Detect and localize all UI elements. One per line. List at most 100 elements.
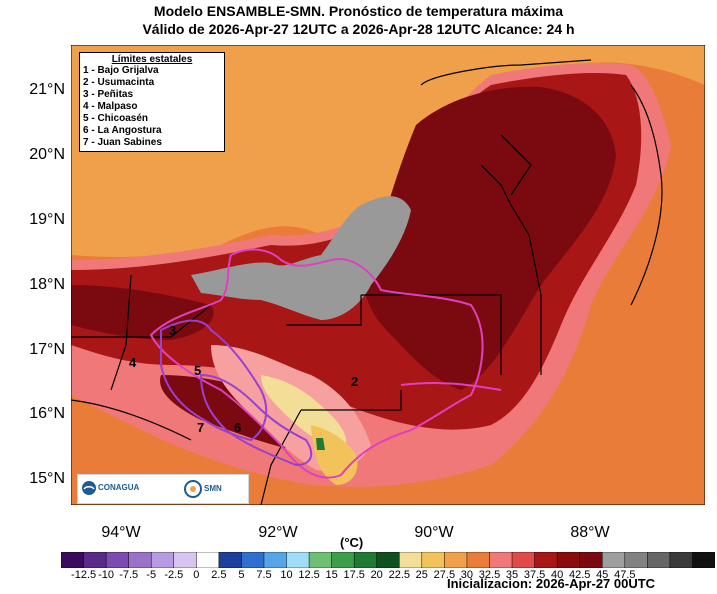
lon-label-92w: 92°W [258, 524, 298, 541]
initialization-label: Inicializacion: 2026-Apr-27 00UTC [447, 576, 656, 591]
colorbar-swatch [83, 552, 107, 568]
colorbar-swatch [399, 552, 423, 568]
colorbar-tick-label: 7.5 [256, 569, 272, 581]
colorbar-swatch [331, 552, 355, 568]
colorbar-tick-label: 47.5 [614, 569, 636, 581]
colorbar-tick-label: 5 [238, 569, 245, 581]
state-boundary [301, 390, 402, 411]
colorbar-tick-label: -12.5 [71, 569, 97, 581]
lon-label-90w: 90°W [414, 524, 454, 541]
colorbar-tick-label: 22.5 [388, 569, 411, 581]
state-boundary [420, 59, 592, 86]
colorbar-swatch [308, 552, 333, 568]
colorbar-tick-label: -7.5 [119, 569, 139, 581]
basin-number-7: 7 [197, 420, 204, 435]
colorbar-unit: (°C) [340, 535, 364, 550]
lon-label-88w: 88°W [570, 524, 610, 541]
colorbar-swatch [196, 552, 220, 568]
colorbar-tick-label: -5 [146, 569, 157, 581]
colorbar-tick-label: 2.5 [211, 569, 227, 581]
state-boundary [71, 304, 212, 338]
very-hot-core [364, 86, 616, 390]
colorbar-swatch [376, 552, 401, 568]
no-data-area [191, 196, 411, 320]
colorbar-tick-label: 17.5 [343, 569, 365, 581]
very-hot-west [71, 285, 214, 340]
legend-item-7: 7 - Juan Sabines [83, 137, 162, 148]
state-boundary [286, 295, 362, 326]
conagua-logo-icon [82, 481, 96, 495]
colorbar-tick-label: -10 [98, 569, 115, 581]
lat-label-17n: 17°N [29, 341, 65, 358]
colorbar-tick-label: 35 [505, 569, 519, 581]
legend-item-6: 6 - La Angostura [83, 125, 162, 136]
colorbar-swatch [263, 552, 288, 568]
colorbar-tick-label: 40 [550, 569, 564, 581]
map-subtitle: Válido de 2026-Apr-27 12UTC a 2026-Apr-2… [142, 21, 575, 37]
colorbar-swatch [534, 552, 558, 568]
basin-outline [400, 381, 502, 391]
basin-outline-dark [199, 373, 313, 467]
smn-logo-icon [184, 480, 202, 498]
logo-strip: CONAGUA SMN [77, 474, 249, 504]
colorbar [61, 552, 715, 568]
colorbar-swatch [624, 552, 649, 568]
basin-number-6: 6 [234, 420, 241, 435]
colorbar-swatch [105, 552, 130, 568]
colorbar-swatch [444, 552, 468, 568]
colorbar-swatch [173, 552, 198, 568]
lat-label-15n: 15°N [29, 470, 65, 487]
basin-number-2: 2 [351, 374, 358, 389]
legend-item-4: 4 - Malpaso [83, 101, 138, 112]
colorbar-tick-label: 27.5 [433, 569, 456, 581]
colorbar-swatch [601, 552, 626, 568]
lat-label-21n: 21°N [29, 81, 65, 98]
basin-number-4: 4 [129, 355, 137, 370]
colorbar-tick-label: 20 [370, 569, 383, 581]
state-boundary [480, 164, 542, 375]
cool-peak [316, 438, 325, 450]
colorbar-swatch [241, 552, 265, 568]
colorbar-swatch [128, 552, 152, 568]
colorbar-tick-label: 10 [280, 569, 293, 581]
map-title: Modelo ENSAMBLE-SMN. Pronóstico de tempe… [153, 3, 564, 19]
temperature-map: 3 4 5 2 7 6 [71, 45, 705, 505]
colorbar-swatch [692, 552, 715, 568]
colorbar-swatch [579, 552, 603, 568]
colorbar-swatch [150, 552, 175, 568]
conagua-logo-text: CONAGUA [98, 483, 140, 492]
colorbar-tick-label: 12.5 [298, 569, 320, 581]
lat-label-18n: 18°N [29, 276, 65, 293]
colorbar-tick-label: 37.5 [523, 569, 546, 581]
colorbar-swatch [647, 552, 671, 568]
colorbar-swatch [61, 552, 85, 568]
colorbar-swatch [466, 552, 491, 568]
colorbar-swatch [286, 552, 310, 568]
colorbar-tick-label: 15 [325, 569, 338, 581]
colorbar-tick-label: 42.5 [568, 569, 591, 581]
colorbar-tick-label: -2.5 [164, 569, 184, 581]
lat-label-19n: 19°N [29, 211, 65, 228]
state-boundary [500, 134, 532, 196]
colorbar-swatch [669, 552, 694, 568]
colorbar-swatch [421, 552, 446, 568]
colorbar-tick-label: 32.5 [478, 569, 501, 581]
coastline [71, 399, 192, 441]
lat-label-20n: 20°N [29, 146, 65, 163]
smn-logo-text: SMN [204, 484, 222, 493]
basin-outline [149, 248, 484, 479]
state-boundary [110, 274, 132, 391]
legend-item-2: 2 - Usumacinta [83, 77, 155, 88]
colorbar-tick-label: 25 [415, 569, 428, 581]
colorbar-tick-label: 30 [460, 569, 474, 581]
colorbar-swatch [353, 552, 378, 568]
colorbar-swatch [511, 552, 536, 568]
colorbar-tick-label: 0 [193, 569, 200, 581]
colorbar-swatch [489, 552, 513, 568]
legend-item-3: 3 - Peñitas [83, 89, 134, 100]
basin-number-3: 3 [169, 323, 176, 338]
coastline [630, 84, 663, 306]
legend-title: Límites estatales [111, 54, 193, 65]
lat-label-16n: 16°N [29, 405, 65, 422]
lon-label-94w: 94°W [101, 524, 141, 541]
